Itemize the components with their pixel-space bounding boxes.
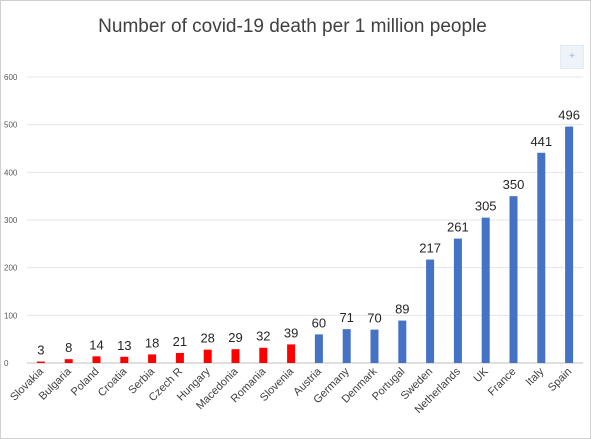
bars [36, 126, 574, 363]
data-label: 32 [256, 329, 270, 344]
gridlines [27, 76, 583, 364]
data-label: 217 [419, 241, 441, 256]
chart-title: Number of covid-19 death per 1 million p… [98, 16, 487, 37]
y-tick-label: 500 [4, 121, 18, 130]
data-label: 496 [558, 108, 580, 123]
data-label: 3 [37, 343, 44, 358]
x-tick-label: Italy [524, 365, 547, 388]
y-tick-label: 200 [4, 264, 18, 273]
data-label: 13 [117, 338, 131, 353]
data-label: 60 [312, 315, 326, 330]
y-tick-label: 100 [4, 311, 18, 320]
data-label: 8 [65, 340, 72, 355]
bar-germany[interactable] [342, 329, 351, 363]
chart-elements-icon[interactable]: + [560, 45, 584, 69]
bar-denmark[interactable] [370, 329, 379, 363]
data-label: 89 [395, 302, 409, 317]
bar-romania[interactable] [259, 347, 268, 363]
y-tick-label: 300 [4, 216, 18, 225]
bar-france[interactable] [509, 196, 518, 363]
data-label: 29 [228, 330, 242, 345]
bar-hungary[interactable] [203, 349, 212, 363]
data-label: 28 [200, 331, 214, 346]
data-label: 305 [475, 199, 497, 214]
bar-austria[interactable] [314, 334, 323, 363]
data-labels: 3 8 14 13 18 21 28 29 32 39 60 71 70 89 217 261 305 350 44… [37, 108, 580, 358]
bar-sweden[interactable] [426, 259, 435, 363]
bar-slovenia[interactable] [287, 344, 296, 363]
data-label: 350 [503, 177, 525, 192]
x-axis-ticks: SlovakiaBulgariaPolandCroatiaSerbiaCzech… [8, 365, 574, 416]
x-tick-label: France [486, 366, 519, 399]
bar-netherlands[interactable] [453, 238, 462, 363]
bar-slovakia[interactable] [36, 361, 45, 363]
bar-macedonia[interactable] [231, 349, 240, 363]
bar-bulgaria[interactable] [64, 359, 73, 363]
data-label: 71 [339, 310, 353, 325]
x-tick-label: UK [472, 365, 492, 385]
data-label: 18 [145, 335, 159, 350]
bar-croatia[interactable] [120, 356, 129, 363]
bar-italy[interactable] [537, 152, 546, 363]
data-label: 70 [367, 311, 381, 326]
x-tick-label: Croatia [96, 365, 130, 399]
y-axis-ticks: 0 100 200 300 400 500 600 [4, 73, 18, 368]
bar-serbia[interactable] [148, 354, 157, 363]
bar-poland[interactable] [92, 356, 101, 363]
bar-czech-r[interactable] [175, 352, 184, 363]
data-label: 21 [173, 334, 187, 349]
y-tick-label: 600 [4, 73, 18, 82]
x-tick-label: Poland [69, 366, 102, 399]
y-tick-label: 400 [4, 168, 18, 177]
y-tick-label: 0 [4, 359, 9, 368]
bar-portugal[interactable] [398, 320, 407, 363]
data-label: 14 [89, 337, 103, 352]
bar-uk[interactable] [481, 217, 490, 363]
x-tick-label: Spain [546, 366, 574, 394]
bar-spain[interactable] [565, 126, 574, 363]
data-label: 39 [284, 325, 298, 340]
data-label: 441 [530, 134, 552, 149]
data-label: 261 [447, 220, 469, 235]
